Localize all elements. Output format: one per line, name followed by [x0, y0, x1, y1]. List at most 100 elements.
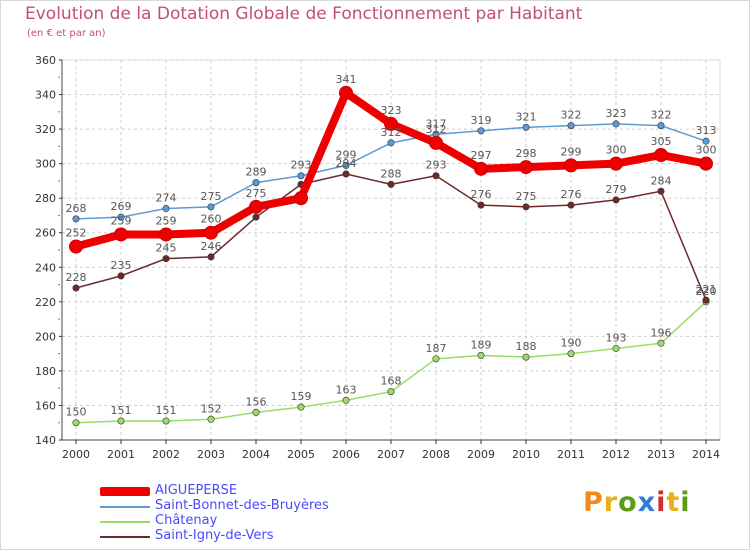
y-tick-label: 300	[35, 158, 56, 171]
data-label: 321	[516, 110, 537, 123]
data-label: 150	[66, 406, 87, 419]
series-point-2	[522, 353, 530, 361]
series-point-0	[159, 227, 173, 242]
series-point-0	[294, 191, 308, 206]
x-tick-label: 2002	[152, 448, 180, 461]
y-tick-label: 260	[35, 227, 56, 240]
series-point-0	[69, 239, 83, 254]
x-tick-label: 2004	[242, 448, 270, 461]
series-point-1	[477, 127, 485, 135]
data-label: 317	[426, 117, 447, 130]
series-point-3	[432, 172, 440, 180]
series-point-1	[612, 120, 620, 128]
series-point-1	[522, 123, 530, 131]
series-point-3	[117, 272, 125, 280]
data-label: 322	[651, 109, 672, 122]
data-label: 276	[561, 188, 582, 201]
legend-label-saint-bonnet: Saint-Bonnet-des-Bruyères	[155, 498, 329, 513]
series-point-3	[207, 253, 215, 261]
x-tick-label: 2011	[557, 448, 585, 461]
series-point-1	[252, 179, 260, 187]
data-label: 276	[471, 188, 492, 201]
logo-letter: o	[618, 487, 638, 518]
series-point-0	[609, 156, 623, 171]
data-label: 275	[246, 187, 267, 200]
data-label: 196	[651, 326, 672, 339]
x-tick-label: 2007	[377, 448, 405, 461]
legend-swatch-saint-igny	[100, 536, 150, 538]
legend-swatch-chatenay	[100, 521, 150, 523]
data-label: 235	[111, 259, 132, 272]
series-point-1	[72, 215, 80, 223]
data-label: 220	[696, 285, 717, 298]
series-point-1	[297, 172, 305, 180]
data-label: 312	[381, 126, 402, 139]
data-label: 189	[471, 338, 492, 351]
data-label: 163	[336, 383, 357, 396]
x-tick-label: 2013	[647, 448, 675, 461]
series-point-0	[249, 199, 263, 214]
y-tick-label: 280	[35, 192, 56, 205]
chart-title: Evolution de la Dotation Globale de Fonc…	[25, 4, 583, 24]
legend-swatch-aigueperse	[100, 487, 150, 496]
series-point-0	[204, 225, 218, 240]
data-label: 279	[606, 183, 627, 196]
data-label: 297	[471, 149, 492, 162]
series-point-2	[117, 417, 125, 425]
data-label: 188	[516, 340, 537, 353]
data-label: 293	[426, 159, 447, 172]
logo-letter: i	[656, 487, 667, 518]
data-label: 268	[66, 202, 87, 215]
series-point-3	[702, 296, 710, 304]
logo-letter: r	[603, 487, 619, 518]
y-tick-label: 220	[35, 296, 56, 309]
data-label: 300	[696, 144, 717, 157]
series-point-3	[657, 187, 665, 195]
data-label: 259	[111, 214, 132, 227]
x-tick-label: 2003	[197, 448, 225, 461]
series-point-3	[72, 284, 80, 292]
data-label: 246	[201, 240, 222, 253]
data-label: 275	[516, 190, 537, 203]
x-tick-label: 2006	[332, 448, 360, 461]
series-point-0	[654, 148, 668, 162]
series-point-2	[612, 344, 620, 352]
data-label: 298	[516, 147, 537, 160]
series-point-3	[522, 203, 530, 211]
y-tick-label: 140	[35, 434, 56, 447]
data-label: 245	[156, 242, 177, 255]
data-label: 341	[336, 73, 357, 86]
series-point-3	[612, 196, 620, 204]
series-point-3	[162, 255, 170, 263]
data-label: 260	[201, 213, 222, 226]
series-point-0	[339, 85, 353, 100]
data-label: 323	[381, 104, 402, 117]
x-tick-label: 2014	[692, 448, 720, 461]
data-label: 193	[606, 331, 627, 344]
data-label: 322	[561, 109, 582, 122]
data-label: 228	[66, 271, 87, 284]
proxiti-logo: Proxiti	[583, 487, 691, 518]
data-label: 275	[201, 190, 222, 203]
series-point-0	[429, 135, 443, 150]
y-tick-label: 360	[35, 54, 56, 67]
logo-letter: x	[637, 487, 657, 518]
y-tick-label: 340	[35, 89, 56, 102]
legend-label-chatenay: Châtenay	[155, 513, 218, 528]
data-label: 299	[336, 148, 357, 161]
data-label: 313	[696, 124, 717, 137]
x-tick-label: 2009	[467, 448, 495, 461]
series-point-3	[567, 201, 575, 209]
y-tick-label: 200	[35, 330, 56, 343]
series-point-2	[207, 415, 215, 423]
series-point-3	[477, 201, 485, 209]
data-label: 294	[336, 157, 357, 170]
series-point-1	[567, 122, 575, 130]
data-label: 284	[651, 174, 672, 187]
data-label: 259	[156, 214, 177, 227]
series-point-0	[564, 158, 578, 173]
x-tick-label: 2010	[512, 448, 540, 461]
data-label: 252	[66, 227, 87, 240]
data-label: 187	[426, 342, 447, 355]
data-label: 269	[111, 200, 132, 213]
